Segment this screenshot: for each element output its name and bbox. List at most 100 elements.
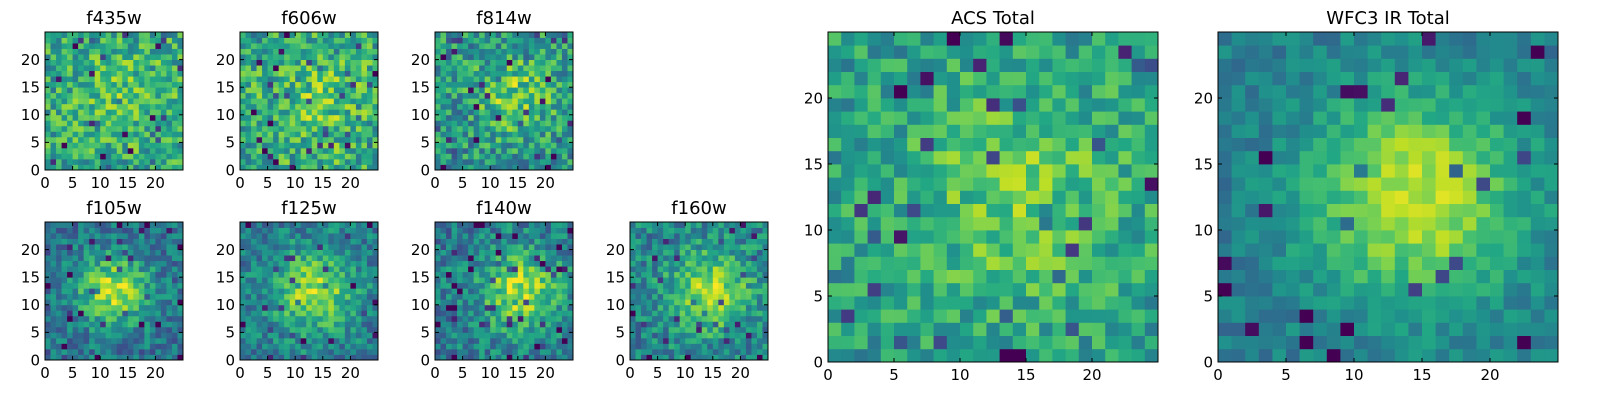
heatmap-cell [484, 125, 491, 132]
heatmap-cell [523, 310, 530, 317]
heatmap-cell [72, 54, 79, 60]
heatmap-cell [133, 98, 140, 105]
heatmap-cell [696, 277, 703, 284]
heatmap-cell [501, 293, 508, 300]
heatmap-cell [149, 54, 156, 60]
heatmap-cell [171, 326, 178, 333]
heatmap-cell [534, 321, 541, 328]
heatmap-cell [61, 304, 68, 311]
heatmap-cell [262, 37, 268, 44]
heatmap-cell [245, 158, 252, 165]
heatmap-cell [61, 59, 68, 66]
heatmap-cell [56, 164, 62, 171]
heatmap-cell [83, 98, 90, 105]
heatmap-cell [317, 131, 324, 138]
heatmap-cell [1118, 203, 1132, 218]
heatmap-cell [284, 158, 291, 165]
heatmap-cell [550, 125, 557, 132]
heatmap-cell [567, 293, 574, 300]
heatmap-cell [83, 147, 90, 154]
heatmap-cell [668, 255, 675, 262]
heatmap-cell [328, 244, 335, 250]
heatmap-cell [171, 321, 178, 328]
heatmap-cell [468, 282, 475, 289]
heatmap-cell [333, 43, 340, 49]
heatmap-cell [718, 299, 725, 306]
heatmap-cell [468, 153, 475, 160]
heatmap-cell [311, 103, 318, 110]
heatmap-cell [696, 255, 703, 262]
heatmap-cell [45, 109, 51, 116]
heatmap-cell [328, 136, 335, 143]
heatmap-cell [696, 310, 703, 317]
heatmap-cell [567, 158, 574, 165]
heatmap-cell [506, 81, 513, 88]
heatmap-cell [45, 98, 51, 105]
heatmap-cell [61, 43, 68, 49]
heatmap-cell [366, 271, 373, 278]
heatmap-cell [300, 233, 307, 239]
heatmap-cell [854, 230, 868, 244]
heatmap-cell [668, 299, 675, 306]
heatmap-cell [534, 114, 541, 121]
heatmap-cell [317, 271, 324, 278]
heatmap-cell [166, 337, 173, 344]
heatmap-cell [133, 158, 140, 165]
heatmap-cell [251, 337, 257, 344]
heatmap-cell [361, 114, 368, 121]
heatmap-cell [528, 288, 535, 295]
heatmap-cell [729, 293, 736, 300]
heatmap-cell [278, 277, 285, 284]
heatmap-cell [160, 310, 167, 317]
heatmap-cell [512, 32, 519, 38]
heatmap-cell [333, 244, 340, 250]
heatmap-cell [641, 315, 647, 322]
heatmap-cell [322, 266, 329, 273]
heatmap-cell [61, 131, 68, 138]
heatmap-cell [490, 282, 497, 289]
heatmap-cell [267, 332, 274, 339]
heatmap-cell [907, 269, 921, 284]
heatmap-cell [89, 293, 96, 300]
heatmap-cell [946, 164, 961, 178]
heatmap-cell [300, 293, 307, 300]
heatmap-cell [78, 293, 85, 300]
heatmap-cell [355, 227, 362, 234]
y-tick-label: 5 [615, 324, 625, 342]
heatmap-cell [960, 269, 974, 284]
heatmap-cell [240, 282, 246, 289]
heatmap-cell [273, 321, 280, 328]
heatmap-cell [144, 153, 151, 160]
heatmap-cell [45, 103, 51, 110]
heatmap-cell [328, 354, 335, 361]
heatmap-cell [479, 158, 486, 165]
heatmap-cell [56, 348, 62, 355]
heatmap-cell [440, 238, 447, 245]
heatmap-cell [295, 337, 302, 344]
heatmap-cell [1131, 269, 1146, 284]
heatmap-cell [440, 343, 447, 350]
heatmap-cell [256, 304, 263, 311]
heatmap-cell [506, 142, 513, 149]
heatmap-cell [284, 227, 291, 234]
heatmap-cell [854, 256, 868, 270]
heatmap-cell [177, 125, 184, 132]
heatmap-cell [523, 321, 530, 328]
heatmap-cell [138, 147, 145, 154]
heatmap-cell [300, 271, 307, 278]
heatmap-cell [473, 37, 480, 44]
heatmap-cell [1105, 348, 1119, 363]
heatmap-cell [67, 109, 73, 116]
heatmap-cell [240, 65, 246, 72]
heatmap-cell [484, 37, 491, 44]
heatmap-cell [372, 59, 379, 66]
heatmap-cell [479, 238, 486, 245]
heatmap-cell [160, 70, 167, 77]
heatmap-cell [561, 271, 568, 278]
heatmap-cell [550, 32, 557, 38]
heatmap-cell [545, 158, 552, 165]
heatmap-cell [1105, 243, 1119, 257]
heatmap-cell [462, 98, 469, 105]
heatmap-cell [56, 48, 62, 55]
heatmap-cell [133, 43, 140, 49]
